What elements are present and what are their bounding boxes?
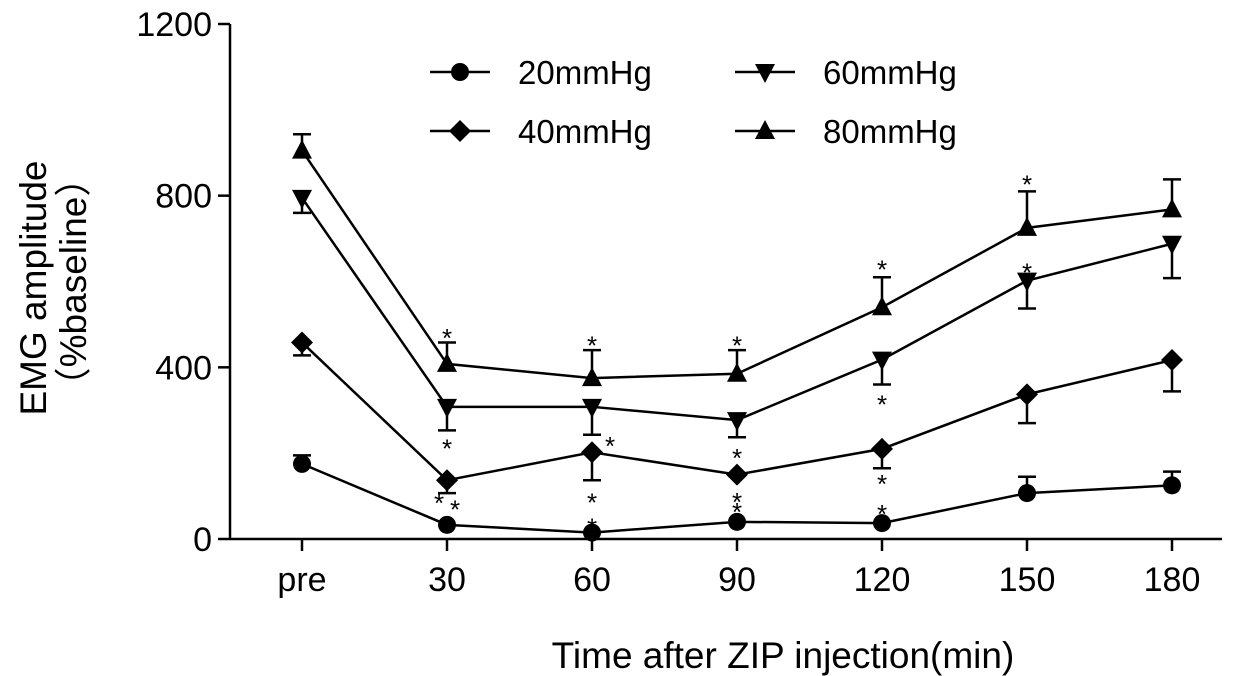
data-point: [872, 296, 892, 316]
significance-star: *: [877, 499, 887, 529]
data-point: [292, 139, 312, 159]
significance-star: *: [442, 434, 452, 464]
data-point: [1162, 198, 1182, 218]
y-axis-subtitle: （%baseline）: [53, 160, 94, 405]
legend-item-60mmHg: 60mmHg: [735, 54, 957, 91]
data-point: [437, 352, 457, 372]
legend-marker: [755, 64, 775, 83]
series-line: [300, 197, 1173, 422]
significance-star: *: [434, 488, 444, 518]
y-tick-label: 800: [155, 178, 212, 216]
legend-marker: [449, 120, 471, 142]
significance-annotations: *** ***************: [434, 169, 1032, 542]
legend-marker: [451, 63, 469, 81]
data-point: [728, 512, 746, 531]
x-tick-label: 180: [1144, 561, 1201, 599]
significance-star: *: [732, 443, 742, 473]
y-tick-label: 0: [193, 521, 212, 559]
legend-label: 60mmHg: [823, 54, 957, 91]
legend-item-20mmHg: 20mmHg: [430, 54, 652, 91]
significance-star: *: [605, 431, 615, 461]
legend-item-80mmHg: 80mmHg: [735, 113, 957, 150]
x-tick-label: 60: [573, 561, 611, 599]
y-tick-label: 400: [155, 349, 212, 387]
x-tick-label: 150: [999, 561, 1056, 599]
data-point: [1162, 235, 1182, 255]
significance-star: *: [1022, 257, 1032, 287]
data-point: [1017, 272, 1037, 292]
series-80mmHg: [292, 133, 1182, 387]
series-layer: [291, 133, 1183, 542]
data-point: [291, 331, 313, 354]
legend-marker: [755, 120, 775, 139]
significance-star: *: [877, 390, 887, 420]
legend-label: 40mmHg: [518, 113, 652, 150]
data-point: [437, 398, 457, 418]
significance-star: *: [442, 323, 452, 353]
y-tick-label: 1200: [136, 6, 212, 44]
significance-star: *: [732, 487, 742, 517]
legend-label: 80mmHg: [823, 113, 957, 150]
data-point: [1016, 383, 1038, 406]
data-point: [1018, 484, 1036, 503]
x-axis-title: Time after ZIP injection(min): [552, 635, 1015, 676]
data-point: [583, 523, 601, 542]
data-point: [1161, 349, 1183, 372]
legend-item-40mmHg: 40mmHg: [430, 113, 652, 150]
significance-star: *: [587, 331, 597, 361]
data-point: [871, 437, 893, 460]
significance-star: *: [877, 254, 887, 284]
significance-star: *: [587, 487, 597, 517]
data-point: [582, 398, 602, 418]
data-point: [873, 514, 891, 533]
x-tick-label: pre: [277, 561, 326, 599]
data-point: [727, 362, 747, 382]
data-point: [581, 441, 603, 464]
data-point: [726, 463, 748, 486]
series-20mmHg: [293, 454, 1181, 542]
x-tick-label: 30: [428, 561, 466, 599]
data-point: [438, 515, 456, 534]
significance-star: *: [1022, 169, 1032, 199]
x-tick-label: 120: [854, 561, 911, 599]
data-point: [1163, 476, 1181, 495]
series-60mmHg: [292, 189, 1182, 439]
data-point: [293, 454, 311, 473]
significance-star: *: [732, 331, 742, 361]
y-axis-title: EMG amplitude: [13, 161, 54, 416]
significance-star: *: [877, 469, 887, 499]
data-point: [292, 189, 312, 209]
x-tick-label: 90: [718, 561, 756, 599]
data-point: [727, 412, 747, 432]
legend-label: 20mmHg: [518, 54, 652, 91]
significance-star: *: [450, 495, 460, 525]
significance-star: *: [587, 513, 597, 543]
significance-star: *: [732, 497, 742, 527]
data-point: [436, 469, 458, 492]
data-point: [872, 351, 892, 371]
data-point: [1017, 216, 1037, 236]
axes: 0 400 800 1200 pre 30 60 90 120 150 180: [136, 6, 1222, 599]
legend: 20mmHg 60mmHg 40mmHg 80mmHg: [430, 54, 957, 150]
data-point: [582, 367, 602, 387]
series-40mmHg: [291, 331, 1183, 495]
